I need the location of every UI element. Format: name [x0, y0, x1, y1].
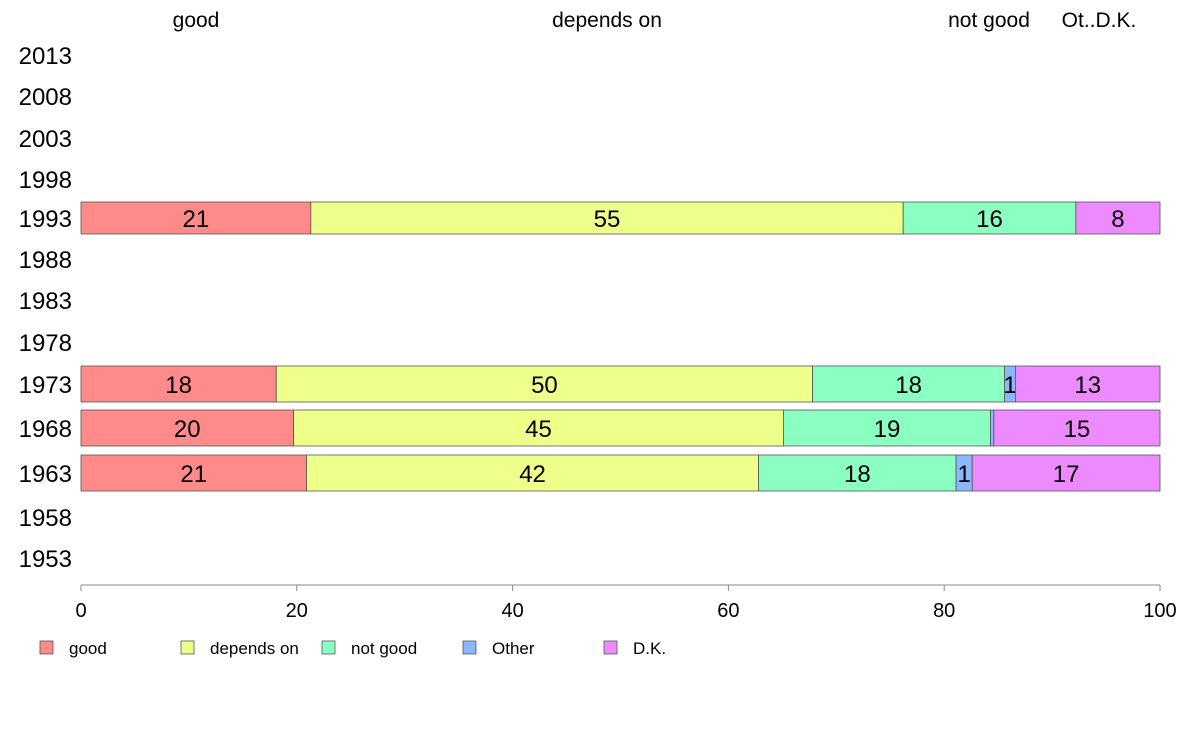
tick-label: 40	[501, 600, 523, 622]
data-label: 55	[594, 206, 621, 233]
bar-segment	[80, 454, 307, 492]
year-label: 1983	[19, 288, 72, 315]
column-headers: good depends on not good Ot..D.K.	[173, 9, 1137, 32]
legend-item: good	[39, 639, 107, 658]
year-label: 1953	[19, 546, 72, 573]
data-label: 42	[519, 461, 546, 488]
bar-segment	[275, 365, 813, 403]
year-label: 2003	[19, 126, 72, 153]
year-label: 1958	[19, 505, 72, 532]
tick-label: 80	[933, 600, 955, 622]
tick-label: 60	[717, 600, 739, 622]
bar-row: 21 42 18 1 17	[80, 454, 1161, 492]
legend-swatch	[462, 640, 477, 655]
bar-segment	[990, 409, 995, 447]
data-label: 16	[976, 206, 1003, 233]
data-label: 21	[183, 206, 210, 233]
bar-segment	[310, 201, 904, 235]
legend-swatch	[603, 640, 618, 655]
data-label: 50	[531, 372, 558, 399]
year-labels: 2013 2008 2003 1998 1993 1988 1983 1978 1973 1968…	[19, 43, 72, 573]
bar-segment	[758, 454, 957, 492]
year-label: 1963	[19, 461, 72, 488]
bar-segment	[80, 365, 277, 403]
bar-row: 18 50 18 1 13	[80, 365, 1161, 403]
bar-segment	[293, 409, 784, 447]
year-label: 1968	[19, 416, 72, 443]
tick-label: 0	[75, 600, 86, 622]
column-header: Ot..D.K.	[1062, 9, 1137, 32]
x-axis: 0 20 40 60 80 100	[75, 584, 1177, 622]
bar-row: 21 55 16 8	[80, 201, 1161, 235]
bar-segment	[80, 409, 294, 447]
legend-label: depends on	[210, 639, 299, 658]
data-label: 18	[895, 372, 922, 399]
column-header: not good	[948, 9, 1030, 32]
data-label: 21	[180, 461, 207, 488]
legend-item: D.K.	[603, 639, 666, 658]
year-label: 1978	[19, 330, 72, 357]
bar-segment	[902, 201, 1077, 235]
legend-swatch	[321, 640, 336, 655]
year-label: 1973	[19, 372, 72, 399]
bars: 21 55 16 8 18 50 18 1 13 20 45 19 15 21 42 18 1 17	[80, 201, 1161, 492]
legend: good depends on not good Other D.K.	[39, 639, 666, 658]
data-label: 8	[1111, 206, 1124, 233]
legend-label: good	[69, 639, 107, 658]
data-label: 18	[844, 461, 871, 488]
data-label: 19	[874, 416, 901, 443]
legend-swatch	[39, 640, 54, 655]
year-label: 1993	[19, 206, 72, 233]
data-label: 13	[1074, 372, 1101, 399]
data-label: 18	[165, 372, 192, 399]
bar-segment	[783, 409, 991, 447]
year-label: 1988	[19, 247, 72, 274]
data-label: 45	[525, 416, 552, 443]
tick-label: 20	[286, 600, 308, 622]
column-header: depends on	[552, 9, 662, 32]
legend-swatch	[180, 640, 195, 655]
bar-segment	[993, 409, 1161, 447]
bar-segment	[971, 454, 1161, 492]
legend-label: not good	[351, 639, 417, 658]
data-label: 15	[1064, 416, 1091, 443]
bar-segment	[812, 365, 1006, 403]
tick-label: 100	[1143, 600, 1176, 622]
legend-label: Other	[492, 639, 535, 658]
bar-row: 20 45 19 15	[80, 409, 1161, 447]
year-label: 2008	[19, 84, 72, 111]
column-header: good	[173, 9, 220, 32]
data-label: 1	[1003, 372, 1016, 399]
data-label: 1	[957, 461, 970, 488]
year-label: 2013	[19, 43, 72, 70]
bar-segment	[306, 454, 760, 492]
legend-item: depends on	[180, 639, 299, 658]
legend-label: D.K.	[633, 639, 666, 658]
legend-item: Other	[462, 639, 535, 658]
data-label: 17	[1053, 461, 1080, 488]
data-label: 20	[174, 416, 201, 443]
legend-item: not good	[321, 639, 417, 658]
bar-segment	[80, 201, 312, 235]
bar-segment	[1075, 201, 1161, 235]
bar-segment	[1015, 365, 1161, 403]
year-label: 1998	[19, 167, 72, 194]
